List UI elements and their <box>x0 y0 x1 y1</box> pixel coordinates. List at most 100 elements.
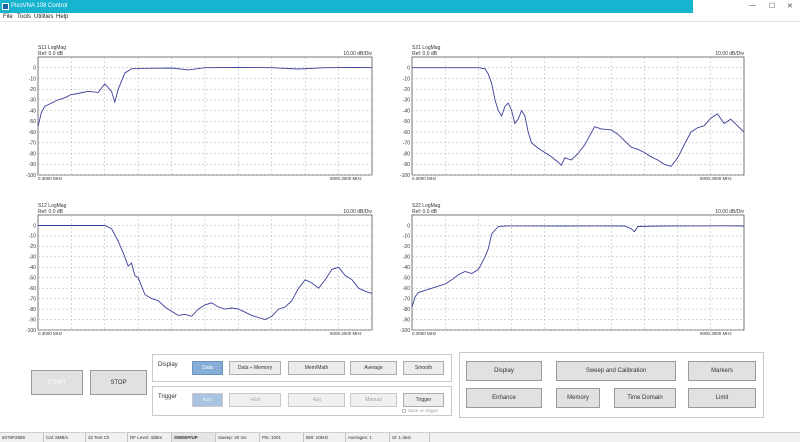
status-dest: Sl: 1 dest <box>390 433 430 442</box>
y-tick-label: 0 <box>407 223 410 229</box>
y-tick-label: -40 <box>403 108 410 114</box>
y-tick-label: -70 <box>403 296 410 302</box>
trigger-neg-ext-button[interactable]: -Ext <box>288 393 345 407</box>
y-tick-label: -70 <box>29 296 36 302</box>
chart-s22[interactable]: S22 LogMag Ref: 0.0 dB 10.00 dB/Div 0 -10… <box>400 200 800 345</box>
y-tick-label: -20 <box>29 87 36 93</box>
start-button[interactable]: START <box>31 370 83 395</box>
memory-button[interactable]: Memory <box>556 388 600 408</box>
y-tick-label: -90 <box>29 317 36 323</box>
menu-tools[interactable]: Tools <box>17 14 32 20</box>
time-domain-button[interactable]: Time Domain <box>614 388 676 408</box>
trace-line <box>412 67 745 167</box>
y-tick-label: -20 <box>29 244 36 250</box>
status-sweep-time: Sweep: 40 ms <box>216 433 260 442</box>
plot-area[interactable]: 0 -10 -20 -30 -40 -50 -60 -70 -80 -90 -100 <box>400 56 745 179</box>
start-frequency: 0.3000 MHz <box>38 176 63 181</box>
menu-help[interactable]: Help <box>56 14 69 20</box>
display-label: Display <box>158 362 178 368</box>
chart-scale: 10.00 dB/Div <box>715 209 744 215</box>
y-tick-label: -20 <box>403 87 410 93</box>
trigger-label: Trigger <box>158 394 177 400</box>
trigger-manual-button[interactable]: Manual <box>350 393 397 407</box>
display-smooth-button[interactable]: Smooth <box>403 361 444 375</box>
sweep-calibration-button[interactable]: Sweep and Calibration <box>556 361 676 381</box>
window-controls: — ☐ ✕ <box>693 0 800 13</box>
chart-s12[interactable]: S12 LogMag Ref: 0.0 dB 10.00 dB/Div 0 -10… <box>0 200 400 345</box>
status-sweep-mode: SWEEP/UP <box>172 433 216 442</box>
y-tick-label: -80 <box>29 151 36 157</box>
y-tick-label: -50 <box>29 276 36 282</box>
y-tick-label: -100 <box>26 173 36 179</box>
trigger-auto-button[interactable]: Auto <box>192 393 223 407</box>
plot-area[interactable]: 0 -10 -20 -30 -40 -50 -60 -70 -80 -90 -100 <box>400 214 745 334</box>
save-on-trigger-checkbox[interactable]: Save on trigger <box>402 408 439 413</box>
trace-line <box>38 225 373 320</box>
y-tick-label: 0 <box>33 66 36 72</box>
y-tick-label: -60 <box>29 130 36 136</box>
close-icon[interactable]: ✕ <box>787 3 793 10</box>
status-serial: 6078P2885 <box>0 433 44 442</box>
stop-frequency: 6000.3000 MHz <box>330 176 362 181</box>
trace-line <box>411 225 745 308</box>
chart-ref: Ref: 0.0 dB <box>412 209 438 215</box>
y-tick-label: 0 <box>33 223 36 229</box>
title-bar: PicoVNA 108 Control — ☐ ✕ <box>0 0 800 13</box>
chart-s21[interactable]: S21 LogMag Ref: 0.0 dB 10.00 dB/Div 0 -10… <box>400 40 800 190</box>
menu-file[interactable]: File <box>3 14 13 20</box>
y-tick-label: -50 <box>403 276 410 282</box>
markers-button[interactable]: Markers <box>688 361 756 381</box>
maximize-icon[interactable]: ☐ <box>769 3 776 10</box>
y-tick-label: -40 <box>29 108 36 114</box>
chart-scale: 10.00 dB/Div <box>715 51 744 57</box>
display-mem-math-button[interactable]: Mem/Math <box>288 361 345 375</box>
y-tick-label: -40 <box>29 265 36 271</box>
y-tick-label: -100 <box>26 328 36 334</box>
y-tick-label: -100 <box>400 328 410 334</box>
y-tick-label: -10 <box>29 76 36 82</box>
status-test-ch: 32 Test Ch <box>86 433 128 442</box>
y-tick-label: 0 <box>407 66 410 72</box>
stop-frequency: 6000.3000 MHz <box>700 176 732 181</box>
start-frequency: 0.3000 MHz <box>412 176 437 181</box>
trigger-pos-ext-button[interactable]: +Ext <box>229 393 281 407</box>
minimize-icon[interactable]: — <box>749 2 756 9</box>
menu-utilities[interactable]: Utilities <box>34 14 54 20</box>
display-data-div-memory-button[interactable]: Data ÷ Memory <box>229 361 281 375</box>
stop-frequency: 6000.3000 MHz <box>330 331 362 336</box>
y-tick-label: -50 <box>29 119 36 125</box>
y-tick-label: -60 <box>403 130 410 136</box>
display-average-button[interactable]: Average <box>350 361 397 375</box>
checkbox-icon[interactable] <box>402 408 406 413</box>
y-tick-label: -90 <box>403 317 410 323</box>
chart-ref: Ref: 0.0 dB <box>412 51 438 57</box>
status-points: Pts: 1001 <box>260 433 304 442</box>
y-tick-label: -90 <box>29 162 36 168</box>
plot-area[interactable]: 0 -10 -20 -30 -40 -50 -60 -70 -80 -90 -100 <box>26 56 373 179</box>
enhance-button[interactable]: Enhance <box>466 388 542 408</box>
plot-area[interactable]: 0 -10 -20 -30 -40 -50 -60 -70 -80 -90 -100 <box>26 214 373 334</box>
window-title: PicoVNA 108 Control <box>11 3 68 9</box>
status-averages: Averages: 1 <box>346 433 390 442</box>
chart-title: S22 LogMag <box>412 203 441 209</box>
y-tick-label: -70 <box>29 141 36 147</box>
chart-ref: Ref: 0.0 dB <box>38 209 64 215</box>
stop-button[interactable]: STOP <box>90 370 147 395</box>
start-frequency: 0.3000 MHz <box>38 331 63 336</box>
limit-button[interactable]: Limit <box>688 388 756 408</box>
display-menu-button[interactable]: Display <box>466 361 542 381</box>
chart-s11[interactable]: S11 LogMag Ref: 0.0 dB 10.00 dB/Div 0 -10… <box>0 40 400 190</box>
display-data-button[interactable]: Data <box>192 361 223 375</box>
menu-bar: File Tools Utilities Help <box>0 13 800 22</box>
trigger-button[interactable]: Trigger <box>403 393 444 407</box>
chart-scale: 10.00 dB/Div <box>343 51 372 57</box>
y-tick-label: -10 <box>29 234 36 240</box>
y-tick-label: -100 <box>400 173 410 179</box>
y-tick-label: -20 <box>403 244 410 250</box>
y-tick-label: -30 <box>403 98 410 104</box>
y-tick-label: -40 <box>403 265 410 271</box>
y-tick-label: -80 <box>403 307 410 313</box>
y-tick-label: -10 <box>403 76 410 82</box>
y-tick-label: -70 <box>403 141 410 147</box>
y-tick-label: -10 <box>403 234 410 240</box>
